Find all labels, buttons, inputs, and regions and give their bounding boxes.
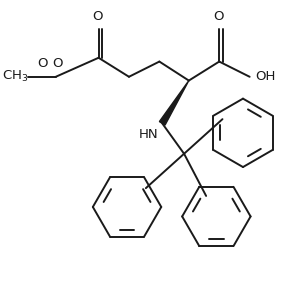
Text: O: O — [213, 10, 224, 23]
Text: O: O — [52, 57, 63, 70]
Polygon shape — [159, 81, 189, 125]
Text: CH$_3$: CH$_3$ — [2, 69, 28, 84]
Text: O: O — [37, 57, 48, 70]
Text: HN: HN — [139, 128, 158, 141]
Text: OH: OH — [255, 70, 276, 83]
Text: O: O — [92, 10, 103, 23]
